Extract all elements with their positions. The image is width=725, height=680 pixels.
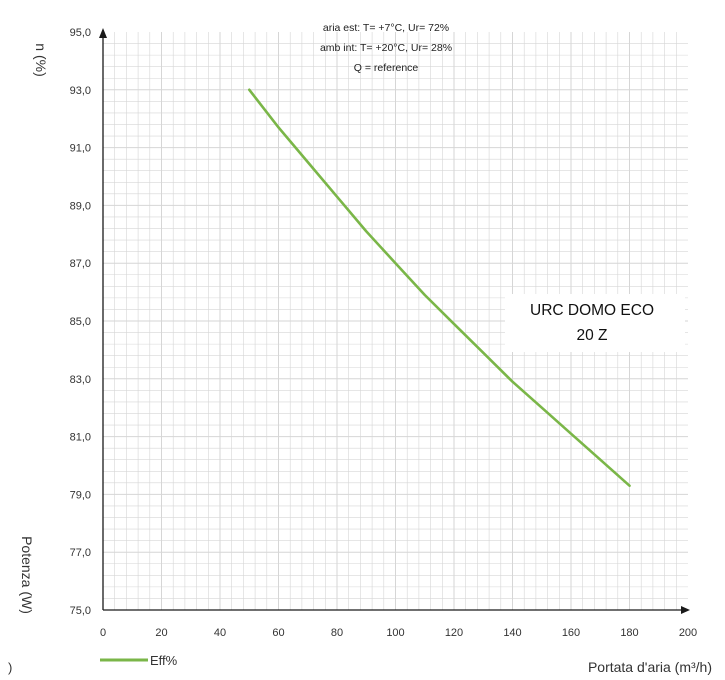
x-tick-label: 0 xyxy=(100,627,106,639)
series-point xyxy=(306,161,309,163)
y-tick-label: 93,0 xyxy=(70,85,91,97)
y-tick-label: 89,0 xyxy=(70,200,91,212)
y-tick-label: 95,0 xyxy=(70,27,91,39)
y-axis-arrow xyxy=(99,28,107,38)
y-tick-label: 83,0 xyxy=(70,374,91,386)
series-point xyxy=(277,126,280,129)
x-tick-label: 100 xyxy=(386,627,404,639)
x-axis-title: Portata d'aria (m³/h) xyxy=(588,659,712,675)
model-label-box xyxy=(505,294,685,352)
series-layer xyxy=(248,88,631,488)
y-axis-title: n (%) xyxy=(33,43,49,76)
y-tick-label: 75,0 xyxy=(70,605,91,617)
paren-fragment: ) xyxy=(8,660,12,675)
series-point xyxy=(394,262,397,265)
x-tick-label: 80 xyxy=(331,627,343,639)
y-tick-labels: 75,0 77,0 79,0 81,0 83,0 85,0 87,0 89,0 91,0 93,0… xyxy=(70,27,91,617)
series-point xyxy=(453,322,455,325)
series-line-eff xyxy=(248,88,631,488)
model-label-line2: 20 Z xyxy=(576,327,607,344)
series-point xyxy=(511,380,514,383)
series-point xyxy=(570,432,572,435)
x-tick-label: 140 xyxy=(503,627,521,639)
series-point xyxy=(628,484,631,487)
y-tick-label: 77,0 xyxy=(70,547,91,559)
y-tick-label: 87,0 xyxy=(70,258,91,270)
y-tick-label: 79,0 xyxy=(70,489,91,501)
series-point xyxy=(482,351,485,354)
y-tick-label: 91,0 xyxy=(70,143,91,155)
x-tick-label: 120 xyxy=(445,627,463,639)
series-point xyxy=(423,294,426,296)
x-tick-label: 180 xyxy=(620,627,638,639)
conditions-annotation: aria est: T= +7°C, Ur= 72% amb int: T= +… xyxy=(320,22,452,74)
axes xyxy=(99,28,690,614)
x-tick-labels: 0 20 40 60 80 100 120 140 160 180 200 xyxy=(100,627,697,639)
annotation-line: amb int: T= +20°C, Ur= 28% xyxy=(320,42,452,54)
x-tick-label: 60 xyxy=(272,627,284,639)
x-tick-label: 200 xyxy=(679,627,697,639)
y-tick-label: 81,0 xyxy=(70,432,91,444)
y2-axis-title: Potenza (W) xyxy=(19,536,35,614)
series-point xyxy=(248,88,251,91)
model-label-line1: URC DOMO ECO xyxy=(530,302,654,319)
x-tick-label: 20 xyxy=(155,627,167,639)
legend: Eff% xyxy=(100,653,178,668)
series-point xyxy=(599,458,602,461)
y-tick-label: 85,0 xyxy=(70,316,91,328)
series-point xyxy=(336,195,338,198)
series-point xyxy=(540,406,543,409)
x-tick-label: 40 xyxy=(214,627,226,639)
annotation-line: Q = reference xyxy=(354,62,419,74)
x-tick-label: 160 xyxy=(562,627,580,639)
annotation-line: aria est: T= +7°C, Ur= 72% xyxy=(323,22,449,34)
x-axis-arrow xyxy=(681,606,690,614)
grid xyxy=(103,32,688,610)
legend-label: Eff% xyxy=(150,653,178,668)
series-point xyxy=(365,230,368,233)
